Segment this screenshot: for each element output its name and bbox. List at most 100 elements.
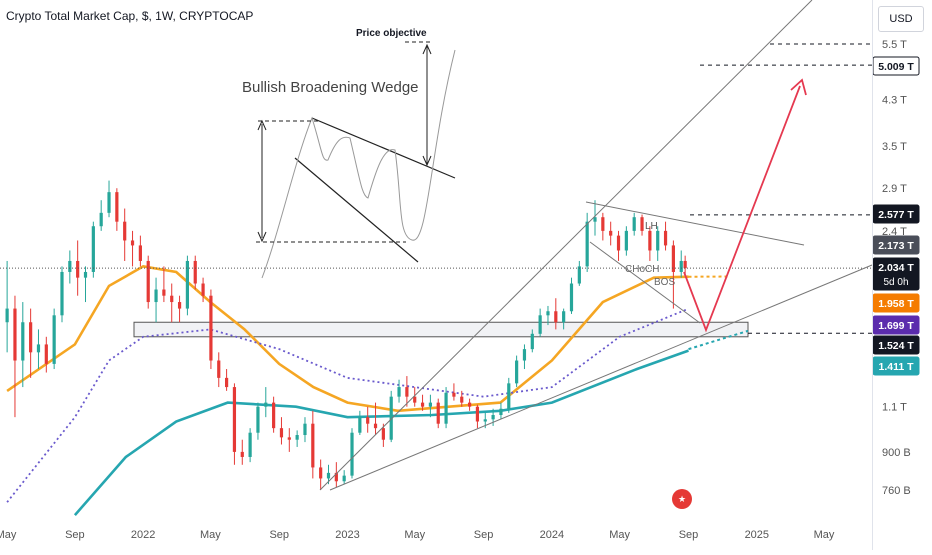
x-tick-label: May [404,529,425,541]
candle-body [554,311,557,322]
candle-body [617,236,620,251]
candle-body [684,261,687,268]
projection-path [684,86,800,330]
candle-body [53,315,56,364]
candle-body [609,231,612,236]
candle-body [625,231,628,251]
x-tick-label: May [0,529,17,541]
candle-body [523,349,526,360]
candle-body [562,311,565,322]
x-tick-label: Sep [65,529,85,541]
y-tick-label: 5.5 T [882,39,907,51]
y-tick-label: 4.3 T [882,94,907,106]
candle-body [60,272,63,315]
annotation-3: LH [645,221,658,232]
candle-body [296,435,299,440]
x-tick-label: 2022 [131,529,155,541]
candle-body [217,361,220,378]
candle-body [327,473,330,479]
price-label-text: 1.524 T [878,340,914,352]
candle-body [429,403,432,407]
price-label-text: 1.699 T [878,320,914,332]
candle-body [648,231,651,251]
candle-body [374,424,377,428]
x-tick-label: Sep [474,529,494,541]
candle-body [664,231,667,246]
annotation-1: Bullish Broadening Wedge [242,79,419,96]
price-label-text: 2.577 T [878,209,914,221]
candle-body [515,361,518,384]
wedge-lower-line [590,242,700,323]
candle-body [6,309,9,323]
candle-body [131,240,134,245]
moving-average-3 [75,351,689,515]
candle-body [405,387,408,397]
candle-body [397,387,400,397]
candle-body [92,226,95,272]
y-tick-label: 760 B [882,485,911,497]
candle-body [139,245,142,261]
candle-body [233,387,236,452]
candle-body [249,433,252,457]
candle-body [452,393,455,397]
candle-body [100,213,103,226]
candle-body [633,217,636,231]
candle-body [601,217,604,231]
y-tick-label: 900 B [882,447,911,459]
x-tick-label: 2024 [540,529,564,541]
x-tick-label: Sep [679,529,699,541]
candle-body [68,261,71,272]
candle-body [256,407,259,433]
annotation-5: BOS [654,277,675,288]
candle-body [476,407,479,422]
candle-body [194,261,197,284]
y-tick-label: 2.9 T [882,183,907,195]
candle-body [546,311,549,315]
candle-body [499,409,502,415]
candle-body [280,428,283,437]
candle-body [358,417,361,433]
candle-body [241,452,244,457]
candle-body [444,393,447,424]
x-tick-label: 2023 [335,529,359,541]
schematic-lower-line [295,158,418,262]
candle-body [382,428,385,440]
candle-body [656,231,659,251]
price-label-countdown: 5d 0h [883,277,908,288]
y-tick-label: 3.5 T [882,141,907,153]
candle-body [343,476,346,482]
moving-average-2 [7,309,688,503]
candle-body [272,403,275,429]
candle-body [37,344,40,352]
candle-body [178,302,181,309]
candle-body [366,417,369,424]
price-label-text: 5.009 T [878,61,914,73]
candle-body [303,424,306,435]
candle-body [147,261,150,302]
candle-body [288,437,291,439]
price-label-text: 1.411 T [878,361,914,373]
candle-body [539,315,542,333]
candle-body [209,296,212,361]
candle-body [84,272,87,278]
candle-body [586,222,589,267]
candle-body [578,266,581,283]
candle-body [311,424,314,468]
candle-body [170,296,173,302]
annotation-2: Price objective [356,28,427,39]
candle-body [21,322,24,360]
candle-body [107,192,110,213]
candle-body [484,419,487,421]
candle-body [468,403,471,407]
candle-body [437,403,440,424]
candle-body [460,397,463,403]
x-tick-label: May [814,529,835,541]
candle-body [45,344,48,363]
currency-button[interactable]: USD [878,6,924,32]
candle-body [29,322,32,352]
chart-title: Crypto Total Market Cap, $, 1W, CRYPTOCA… [6,9,253,23]
us-flag-icon[interactable]: ★ [672,489,692,509]
x-tick-label: 2025 [745,529,769,541]
